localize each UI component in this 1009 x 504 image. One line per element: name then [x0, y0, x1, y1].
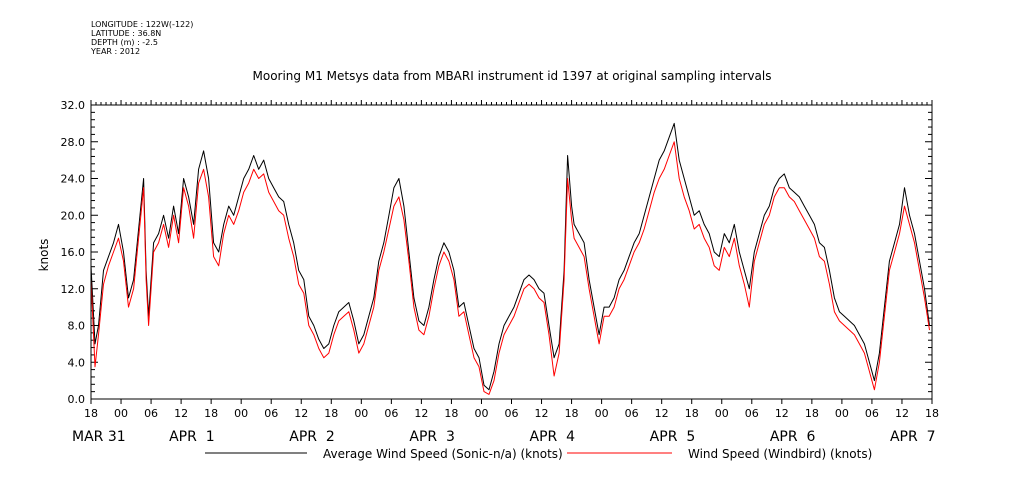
x-tick-label: 12: [174, 407, 188, 420]
x-tick-label: 06: [625, 407, 639, 420]
date-label: APR 2: [289, 429, 335, 445]
axis-ticks: [90, 100, 933, 404]
x-tick-label: 12: [414, 407, 428, 420]
x-tick-label: 18: [444, 407, 458, 420]
x-tick-label: 12: [535, 407, 549, 420]
date-labels: MAR 31 APR 1 APR 2 APR 3 APR 4 APR 5 APR 6 APR …: [72, 429, 936, 445]
y-tick-label: 20.0: [61, 209, 86, 222]
meta-latitude: LATITUDE : 36.8N: [91, 29, 162, 38]
date-label: APR 5: [650, 429, 696, 445]
series-line-0: [90, 122, 930, 391]
x-tick-label: 00: [474, 407, 488, 420]
x-tick-label: 12: [655, 407, 669, 420]
x-tick-label: 06: [144, 407, 158, 420]
legend-label-0: Average Wind Speed (Sonic-n/a) (knots): [323, 447, 563, 461]
meta-longitude: LONGITUDE : 122W(-122): [91, 20, 194, 29]
x-tick-label: 00: [595, 407, 609, 420]
x-tick-label: 00: [354, 407, 368, 420]
meta-depth: DEPTH (m) : -2.5: [91, 38, 158, 47]
date-label: APR 6: [770, 429, 816, 445]
x-tick-label: 00: [835, 407, 849, 420]
x-tick-label: 18: [324, 407, 338, 420]
y-axis-label: knots: [37, 239, 51, 272]
y-tick-label: 28.0: [61, 136, 86, 149]
meta-year: YEAR : 2012: [91, 47, 141, 56]
y-tick-labels: 0.0 4.0 8.0 12.0 16.0 20.0 24.0 28.0 32.0: [61, 99, 86, 406]
date-label: APR 4: [530, 429, 576, 445]
x-tick-label: 18: [84, 407, 98, 420]
y-tick-label: 0.0: [68, 393, 86, 406]
x-tick-labels: 18 00 06 12 18 00 06 12 18 00 06 12 18 00 06 12 18 00 06 12…: [84, 407, 939, 420]
y-tick-label: 24.0: [61, 173, 86, 186]
date-label: MAR 31: [72, 429, 126, 445]
legend: Average Wind Speed (Sonic-n/a) (knots) Wi…: [205, 447, 872, 461]
x-tick-label: 12: [895, 407, 909, 420]
date-label: APR 3: [409, 429, 455, 445]
x-tick-label: 12: [294, 407, 308, 420]
series-layer: [90, 122, 930, 395]
x-tick-label: 06: [505, 407, 519, 420]
x-tick-label: 06: [745, 407, 759, 420]
y-tick-label: 16.0: [61, 246, 86, 259]
x-tick-label: 12: [775, 407, 789, 420]
x-tick-label: 00: [715, 407, 729, 420]
y-tick-label: 12.0: [61, 283, 86, 296]
series-line-1: [90, 141, 930, 395]
y-tick-label: 8.0: [68, 320, 86, 333]
x-tick-label: 18: [565, 407, 579, 420]
x-tick-label: 00: [234, 407, 248, 420]
x-tick-label: 18: [685, 407, 699, 420]
date-label: APR 1: [169, 429, 215, 445]
date-label: APR 7: [890, 429, 936, 445]
y-tick-label: 4.0: [68, 356, 86, 369]
x-tick-label: 00: [114, 407, 128, 420]
x-tick-label: 18: [925, 407, 939, 420]
x-tick-label: 06: [264, 407, 278, 420]
y-tick-label: 32.0: [61, 99, 86, 112]
x-tick-label: 18: [805, 407, 819, 420]
x-tick-label: 06: [384, 407, 398, 420]
x-tick-label: 18: [204, 407, 218, 420]
chart-title: Mooring M1 Metsys data from MBARI instru…: [253, 69, 772, 83]
x-tick-label: 06: [865, 407, 879, 420]
plot-frame: [90, 104, 933, 400]
legend-label-1: Wind Speed (Windbird) (knots): [688, 447, 872, 461]
